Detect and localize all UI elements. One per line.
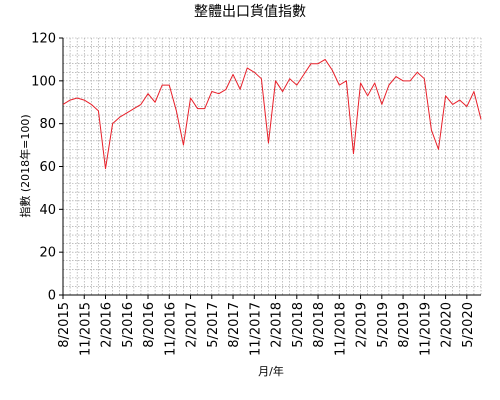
- x-tick-label: 2/2017: [185, 302, 200, 348]
- y-tick-label: 100: [31, 74, 56, 89]
- x-tick-label: 11/2019: [418, 302, 433, 356]
- x-tick-label: 11/2015: [78, 302, 93, 356]
- x-tick-label: 11/2018: [333, 302, 348, 356]
- x-tick-label: 8/2018: [312, 302, 327, 348]
- series-line: [62, 58, 482, 170]
- x-tick-label: 5/2020: [461, 302, 476, 348]
- x-tick-label: 5/2019: [376, 302, 391, 348]
- x-tick-label: 8/2015: [57, 302, 72, 348]
- x-tick-label: 2/2019: [355, 302, 370, 348]
- chart-title: 整體出口貨值指數: [194, 3, 306, 20]
- x-tick-label: 2/2018: [270, 302, 285, 348]
- y-tick-label: 80: [39, 117, 56, 132]
- x-tick-label: 5/2018: [291, 302, 306, 348]
- y-tick-label: 40: [39, 203, 56, 218]
- x-tick-label: 5/2016: [121, 302, 136, 348]
- x-axis-label: 月/年: [258, 364, 284, 378]
- y-tick-label: 20: [39, 246, 56, 261]
- x-tick-label: 8/2017: [227, 302, 242, 348]
- y-axis-label: 指數 (2018年=100): [18, 114, 32, 217]
- x-tick-label: 2/2016: [100, 302, 115, 348]
- y-tick-label: 60: [39, 160, 56, 175]
- x-tick-label: 8/2019: [397, 302, 412, 348]
- y-ticks: 0 20 40 60 80 100 120: [31, 32, 63, 304]
- x-tick-label: 5/2017: [206, 302, 221, 348]
- y-tick-label: 0: [48, 289, 56, 304]
- series-layer: [62, 58, 482, 170]
- y-tick-label: 120: [31, 32, 56, 47]
- x-tick-label: 11/2016: [163, 302, 178, 356]
- x-tick-label: 2/2020: [440, 302, 455, 348]
- grid-lines: [62, 37, 482, 296]
- x-tick-label: 8/2016: [142, 302, 157, 348]
- x-ticks: 8/2015 11/2015 2/2016 5/2016 8/2016 11/2016 2/…: [57, 295, 476, 356]
- x-tick-label: 11/2017: [248, 302, 263, 356]
